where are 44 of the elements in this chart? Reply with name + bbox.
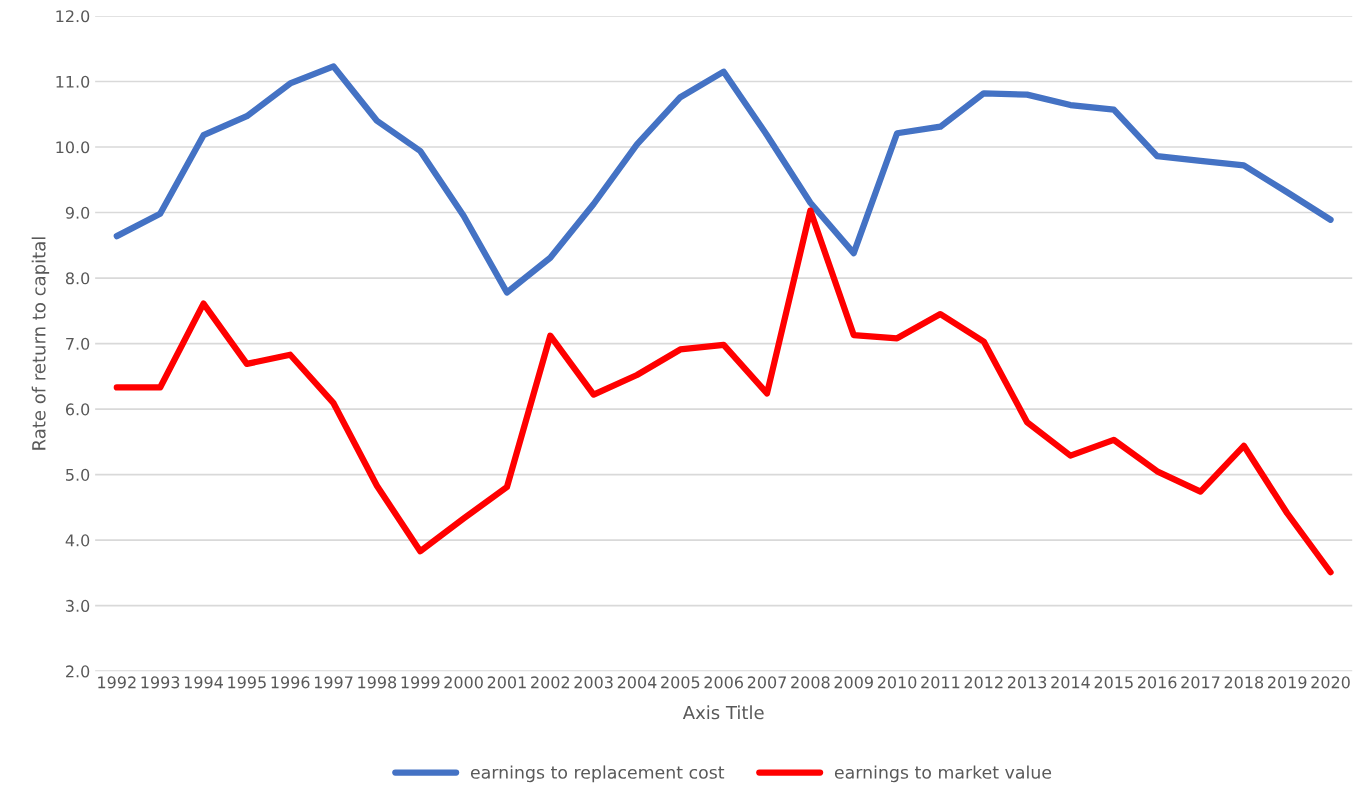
y-tick-label: 10.0 — [56, 141, 90, 154]
x-tick-label: 2001 — [487, 676, 526, 689]
x-tick-label: 1999 — [401, 676, 440, 689]
y-tick-label: 6.0 — [65, 403, 90, 416]
x-tick-label: 1993 — [141, 676, 180, 689]
x-tick-label: 2019 — [1268, 676, 1307, 689]
x-tick-label: 2015 — [1094, 676, 1133, 689]
y-tick-label: 4.0 — [65, 534, 90, 547]
x-tick-label: 1997 — [314, 676, 353, 689]
x-tick-label: 2003 — [574, 676, 613, 689]
x-tick-label: 2006 — [704, 676, 743, 689]
x-tick-label: 1994 — [184, 676, 223, 689]
x-tick-label: 2014 — [1051, 676, 1090, 689]
x-tick-label: 2005 — [661, 676, 700, 689]
x-tick-label: 2000 — [444, 676, 483, 689]
y-tick-label: 3.0 — [66, 599, 90, 612]
x-tick-label: 2012 — [964, 676, 1003, 689]
y-tick-label: 5.0 — [66, 468, 90, 481]
x-tick-label: 1996 — [271, 676, 310, 689]
x-tick-label: 2009 — [834, 676, 873, 689]
y-tick-label: 9.0 — [65, 206, 90, 219]
legend-label: earnings to market value — [834, 765, 1052, 783]
y-tick-label: 12.0 — [56, 10, 90, 23]
x-tick-label: 2013 — [1007, 676, 1047, 689]
x-tick-label: 2011 — [921, 676, 960, 689]
x-tick-label: 2007 — [747, 676, 786, 689]
x-tick-label: 2016 — [1137, 676, 1177, 689]
x-tick-label: 1992 — [98, 676, 136, 689]
x-tick-label: 2018 — [1224, 676, 1264, 689]
x-tick-label: 2004 — [617, 676, 657, 689]
y-axis-title: Rate of return to capital — [31, 237, 50, 450]
x-tick-label: 2002 — [531, 676, 569, 689]
y-tick-label: 2.0 — [66, 665, 90, 678]
x-tick-label: 2020 — [1311, 676, 1350, 689]
y-tick-label: 11.0 — [56, 75, 90, 88]
x-tick-label: 1995 — [228, 676, 266, 689]
x-axis-title: Axis Title — [682, 705, 764, 720]
y-tick-label: 8.0 — [65, 272, 90, 285]
x-tick-label: 2010 — [877, 676, 917, 689]
x-tick-label: 2017 — [1181, 676, 1220, 689]
legend-label: earnings to replacement cost — [470, 765, 725, 783]
x-tick-label: 1998 — [358, 676, 397, 689]
y-tick-label: 7.0 — [66, 337, 90, 350]
x-tick-label: 2008 — [791, 676, 830, 689]
